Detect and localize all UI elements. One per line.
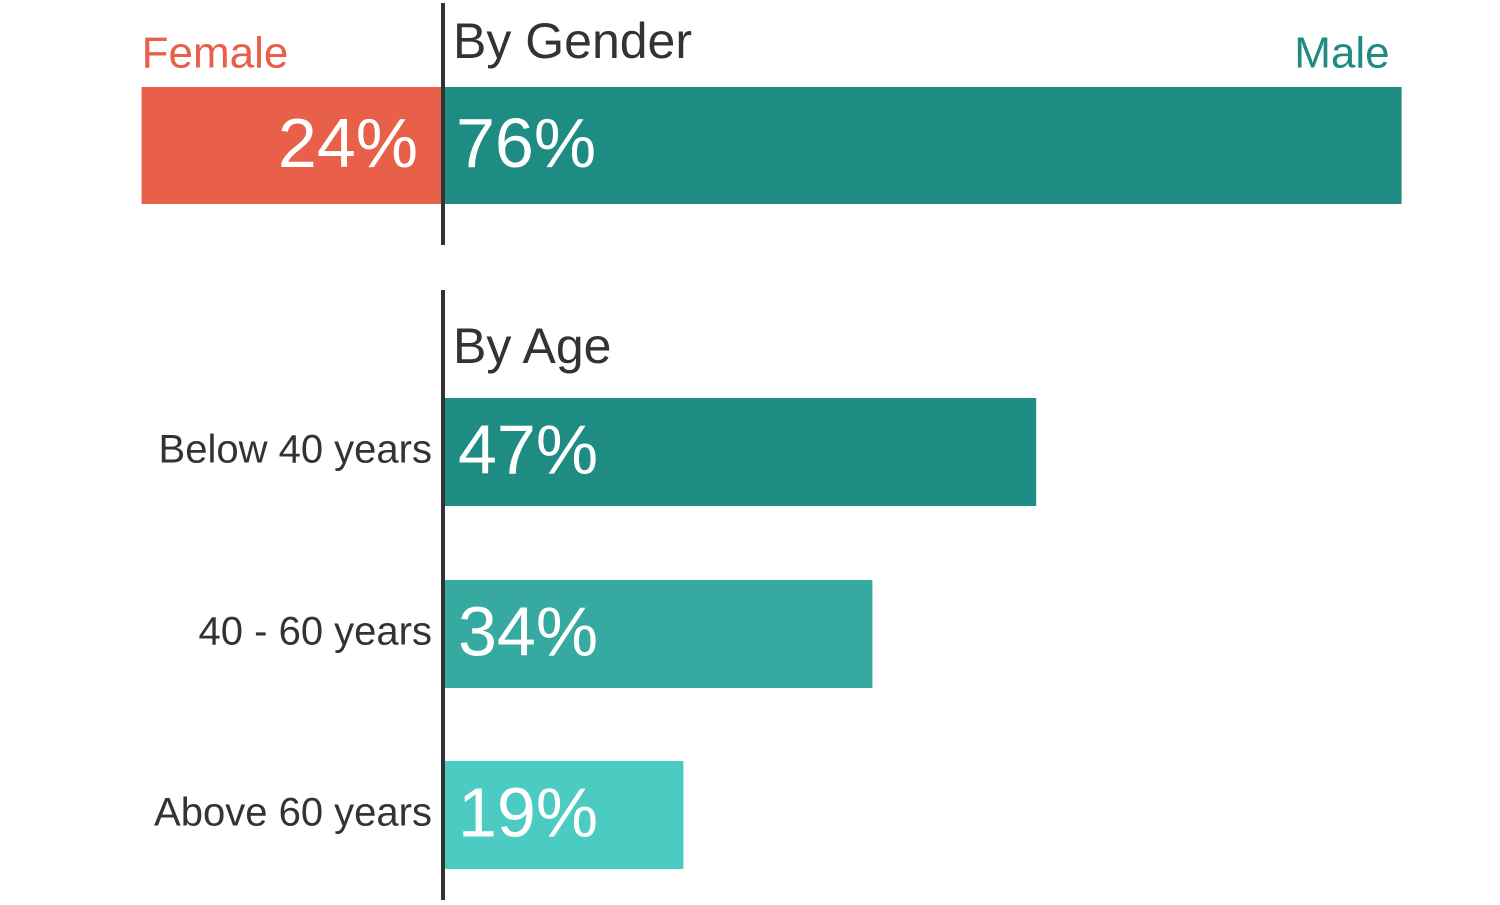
category-label: Above 60 years: [154, 791, 432, 835]
value-label: 47%: [458, 410, 598, 488]
value-label: 24%: [278, 104, 418, 182]
value-label: 34%: [458, 592, 598, 670]
legend-label: Female: [142, 29, 289, 78]
category-label: 40 - 60 years: [199, 610, 432, 654]
chart-title: By Gender: [453, 13, 692, 69]
bar: [444, 580, 873, 688]
chart-title: By Age: [453, 318, 611, 374]
bar: [141, 87, 444, 204]
bar: [444, 398, 1037, 506]
value-label: 76%: [456, 104, 596, 182]
bar: [444, 761, 684, 869]
bar: [444, 87, 1402, 204]
category-label: Below 40 years: [159, 428, 432, 472]
value-label: 19%: [458, 773, 598, 851]
legend-label: Male: [1294, 29, 1389, 78]
